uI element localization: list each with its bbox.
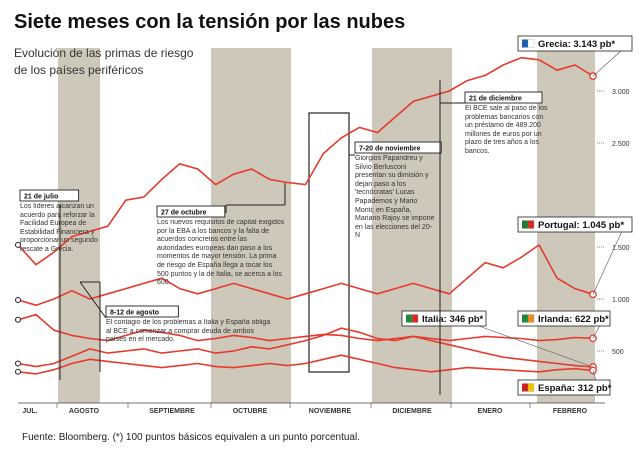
start-marker	[15, 241, 21, 248]
subtitle: de los países periféricos	[14, 63, 143, 77]
label-box	[517, 216, 633, 233]
annotation-body: Los líderes alcanzan un acuerdo para ref…	[20, 203, 98, 253]
series-line	[17, 313, 594, 342]
x-tick-label: FEBRERO	[553, 408, 588, 415]
x-tick-label: JUL.	[22, 408, 37, 415]
annotation-date: 21 de julio	[24, 194, 58, 201]
end-label: Irlanda: 622 pb*	[538, 314, 609, 325]
annotation-body: Giorgios Papandreu y Silvio Berlusconi p…	[355, 155, 435, 240]
series-line	[17, 56, 594, 266]
series-line	[17, 354, 594, 375]
x-tick-label: NOVIEMBRE	[309, 408, 352, 415]
annotation-body: El contagio de los problemas a Italia y …	[106, 319, 271, 344]
annotation-header-box	[19, 189, 80, 202]
chart-title: Siete meses con la tensión por las nubes	[14, 11, 405, 33]
end-label: Portugal: 1.045 pb*	[538, 220, 624, 231]
flag	[522, 220, 528, 229]
x-tick-label: OCTUBRE	[233, 408, 268, 415]
annotation-leader	[79, 281, 107, 319]
start-marker	[15, 368, 21, 375]
flag	[406, 314, 412, 323]
flag	[527, 39, 535, 48]
period-band	[58, 48, 100, 403]
flag	[522, 39, 528, 48]
start-marker	[15, 297, 21, 304]
annotation-header-box	[105, 305, 179, 318]
label-box	[517, 35, 633, 52]
annotation-text: Los nuevos requisitos de capital exigido…	[157, 219, 285, 287]
period-band	[372, 48, 452, 403]
annotation-date: 21 de diciembre	[469, 96, 522, 103]
x-tick-label: DICIEMBRE	[392, 408, 432, 415]
series-line	[17, 327, 594, 368]
flag	[527, 383, 535, 392]
start-marker	[15, 360, 21, 367]
end-label: España: 312 pb*	[538, 383, 612, 394]
annotation-header-box	[464, 91, 543, 104]
annotation-text: Giorgios Papandreu y Silvio Berlusconi p…	[355, 155, 435, 240]
label-connector	[475, 324, 594, 368]
flag	[527, 220, 535, 229]
label-connector	[592, 230, 623, 295]
end-label: Italia: 346 pb*	[422, 314, 484, 325]
flag	[522, 383, 528, 392]
annotation-header-box	[354, 141, 442, 154]
x-tick-label: SEPTIEMBRE	[149, 408, 195, 415]
source-note: Fuente: Bloomberg. (*) 100 puntos básico…	[22, 432, 360, 443]
annotation-header-box	[156, 205, 226, 218]
annotation-body: Los nuevos requisitos de capital exigido…	[157, 219, 285, 287]
annotation-text: Los líderes alcanzan un acuerdo para ref…	[20, 203, 98, 253]
annotation-date: 7-20 de noviembre	[359, 146, 421, 153]
period-box	[308, 112, 350, 373]
label-box	[517, 379, 611, 396]
flag	[522, 314, 528, 323]
series-line	[17, 244, 594, 306]
annotation-text: El contagio de los problemas a Italia y …	[106, 319, 271, 344]
label-connector	[592, 324, 601, 339]
y-tick-label: 2.500	[612, 141, 630, 148]
period-band	[211, 48, 291, 403]
label-box	[517, 310, 611, 327]
label-connector	[592, 49, 623, 77]
x-tick-label: AGOSTO	[69, 408, 100, 415]
annotation-body: El BCE sale al paso de los problemas ban…	[465, 105, 548, 155]
annotation-date: 27 de octubre	[161, 210, 207, 217]
flag	[527, 314, 535, 323]
start-marker	[15, 316, 21, 323]
annotation-text: El BCE sale al paso de los problemas ban…	[465, 105, 548, 155]
y-tick-label: 1.500	[612, 245, 630, 252]
flag	[411, 314, 419, 323]
y-tick-label: 3.000	[612, 89, 630, 96]
label-box	[401, 310, 487, 327]
y-tick-label: 1.000	[612, 297, 630, 304]
y-tick-label: 500	[612, 349, 624, 356]
x-tick-label: ENERO	[478, 408, 503, 415]
end-label: Grecia: 3.143 pb*	[538, 39, 615, 50]
annotation-date: 8-12 de agosto	[110, 310, 159, 317]
subtitle: Evolución de las primas de riesgo	[14, 46, 194, 60]
